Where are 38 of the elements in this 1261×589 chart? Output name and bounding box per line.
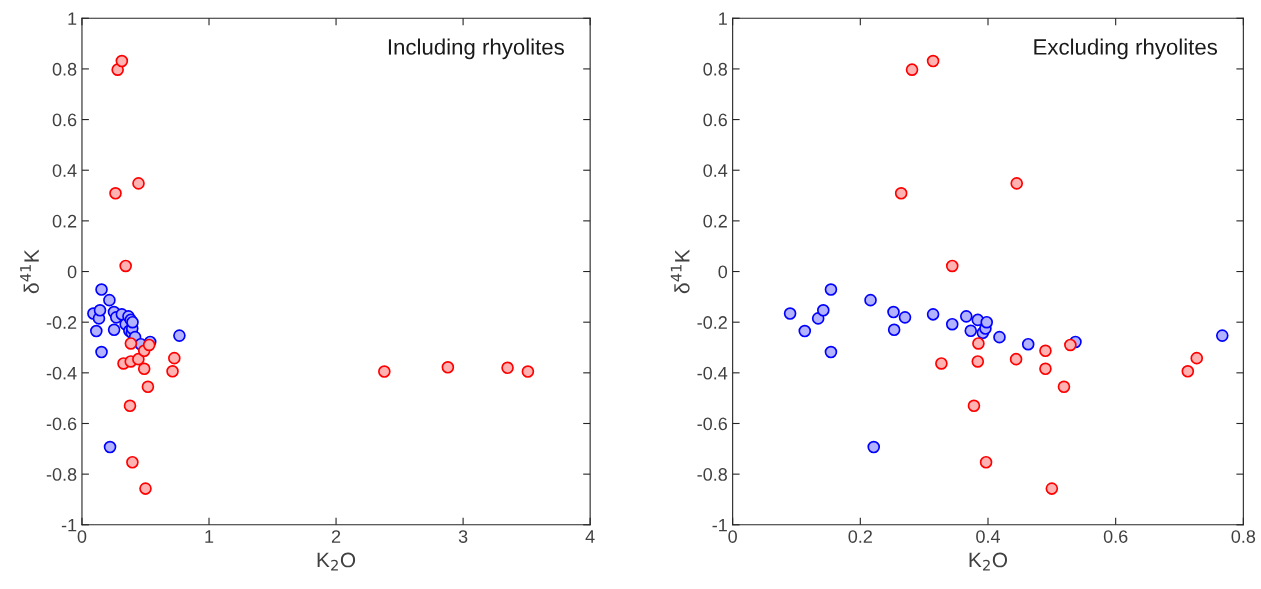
y-tick-label: -0.2 — [46, 316, 77, 329]
y-tick-label: -0.8 — [697, 468, 727, 481]
x-tick-label: 0.8 — [1231, 530, 1256, 543]
y-tick-label: 0.8 — [52, 62, 77, 76]
annotation: Excluding rhyolites — [1034, 38, 1218, 60]
x-axis-title: K$_{2}$O — [317, 552, 356, 571]
y-tick-label: -0.6 — [46, 417, 77, 431]
x-tick-label: 0.4 — [976, 530, 1001, 543]
y-tick-label: 0.2 — [703, 214, 727, 228]
x-tick-label: 0.6 — [1103, 530, 1128, 543]
x-tick-label: 1 — [205, 530, 214, 543]
y-tick-label: -1 — [712, 518, 727, 532]
y-tick-label: 0.2 — [52, 214, 77, 228]
y-tick-label: -0.4 — [697, 366, 728, 380]
x-tick-label: 4 — [585, 530, 595, 543]
y-tick-label: 0.6 — [703, 113, 727, 127]
x-tick-label: 0 — [77, 530, 87, 543]
x-tick-label: 2 — [331, 530, 341, 543]
annotation: Including rhyolites — [388, 38, 564, 60]
y-tick-label: -0.2 — [697, 316, 727, 329]
y-tick-label: 1 — [719, 12, 727, 25]
y-tick-label: -0.4 — [46, 366, 77, 380]
y-tick-label: 0.4 — [703, 164, 728, 177]
y-tick-label: 0 — [718, 265, 728, 279]
x-tick-label: 0 — [728, 530, 737, 543]
y-tick-label: 0.8 — [703, 62, 727, 76]
y-tick-label: 0.4 — [52, 164, 77, 177]
x-tick-label: 3 — [458, 530, 468, 543]
y-tick-label: 1 — [68, 12, 77, 25]
y-tick-label: 0 — [67, 265, 77, 279]
y-tick-label: -1 — [61, 518, 77, 532]
y-tick-label: 0.6 — [52, 113, 77, 127]
x-axis-title: K$_{2}$O — [969, 552, 1008, 571]
y-tick-label: -0.8 — [46, 468, 77, 481]
y-tick-label: -0.6 — [697, 417, 727, 431]
y-axis-title: δ$^{41}$K — [20, 249, 39, 294]
x-tick-label: 0.2 — [848, 530, 872, 543]
y-axis-title: δ$^{41}$K — [670, 249, 690, 294]
